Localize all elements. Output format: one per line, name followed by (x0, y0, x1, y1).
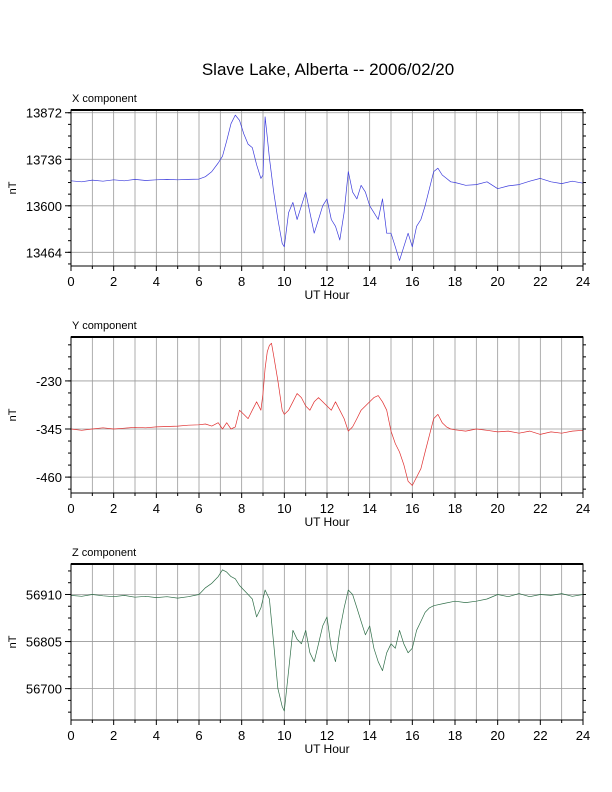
y-tick-label: 13736 (26, 152, 62, 167)
y-axis-label: nT (7, 408, 19, 421)
x-tick-label: 8 (238, 501, 245, 516)
y-tick-label: 13464 (26, 245, 62, 260)
x-tick-label: 20 (490, 274, 504, 289)
x-tick-label: 2 (110, 274, 117, 289)
y-tick-label: 56805 (26, 635, 62, 650)
x-tick-label: 6 (195, 274, 202, 289)
x-axis-label: UT Hour (304, 742, 349, 756)
x-tick-label: 16 (405, 274, 419, 289)
y-tick-label: -345 (36, 422, 62, 437)
x-tick-label: 10 (277, 728, 291, 743)
x-tick-label: 0 (67, 274, 74, 289)
x-tick-label: 10 (277, 274, 291, 289)
x-tick-label: 24 (576, 728, 590, 743)
panel-label: X component (72, 93, 137, 105)
x-tick-label: 4 (153, 728, 160, 743)
x-tick-label: 16 (405, 728, 419, 743)
y-tick-label: 56700 (26, 682, 62, 697)
panel-1: 0 2 4 6 8 10 12 14 16 18 20 22 241346413600137361387… (7, 93, 590, 302)
x-tick-label: 4 (153, 501, 160, 516)
x-tick-label: 18 (448, 728, 462, 743)
x-tick-label: 14 (362, 274, 376, 289)
x-tick-label: 22 (533, 274, 547, 289)
x-tick-label: 22 (533, 728, 547, 743)
y-tick-label: 56910 (26, 587, 62, 602)
x-tick-label: 6 (195, 728, 202, 743)
x-tick-label: 18 (448, 501, 462, 516)
x-tick-label: 18 (448, 274, 462, 289)
panel-label: Z component (72, 547, 136, 559)
x-tick-label: 24 (576, 501, 590, 516)
y-tick-label: 13600 (26, 199, 62, 214)
data-line-2-1 (70, 342, 584, 486)
x-tick-label: 2 (110, 501, 117, 516)
x-tick-label: 6 (195, 501, 202, 516)
data-line-3-1 (70, 569, 584, 712)
x-tick-label: 22 (533, 501, 547, 516)
y-tick-label: -460 (36, 470, 62, 485)
x-tick-label: 4 (153, 274, 160, 289)
panels-group: 0 2 4 6 8 10 12 14 16 18 20 22 241346413600137361387… (7, 93, 590, 756)
panel-label: Y component (72, 320, 137, 332)
x-tick-label: 14 (362, 728, 376, 743)
x-tick-label: 12 (320, 274, 334, 289)
y-tick-label: 13872 (26, 106, 62, 121)
x-tick-label: 16 (405, 501, 419, 516)
x-tick-label: 14 (362, 501, 376, 516)
data-line-1-1 (70, 114, 584, 261)
chart-title: Slave Lake, Alberta -- 2006/02/20 (202, 60, 454, 79)
x-tick-label: 20 (490, 728, 504, 743)
x-tick-label: 2 (110, 728, 117, 743)
x-axis-label: UT Hour (304, 288, 349, 302)
y-axis-label: nT (7, 635, 19, 648)
x-tick-label: 0 (67, 728, 74, 743)
x-tick-label: 24 (576, 274, 590, 289)
x-tick-label: 12 (320, 728, 334, 743)
x-tick-label: 8 (238, 728, 245, 743)
x-tick-label: 12 (320, 501, 334, 516)
x-axis-label: UT Hour (304, 515, 349, 529)
y-tick-label: -230 (36, 374, 62, 389)
x-tick-label: 20 (490, 501, 504, 516)
x-tick-label: 10 (277, 501, 291, 516)
x-tick-label: 8 (238, 274, 245, 289)
y-axis-label: nT (7, 181, 19, 194)
x-tick-label: 0 (67, 501, 74, 516)
